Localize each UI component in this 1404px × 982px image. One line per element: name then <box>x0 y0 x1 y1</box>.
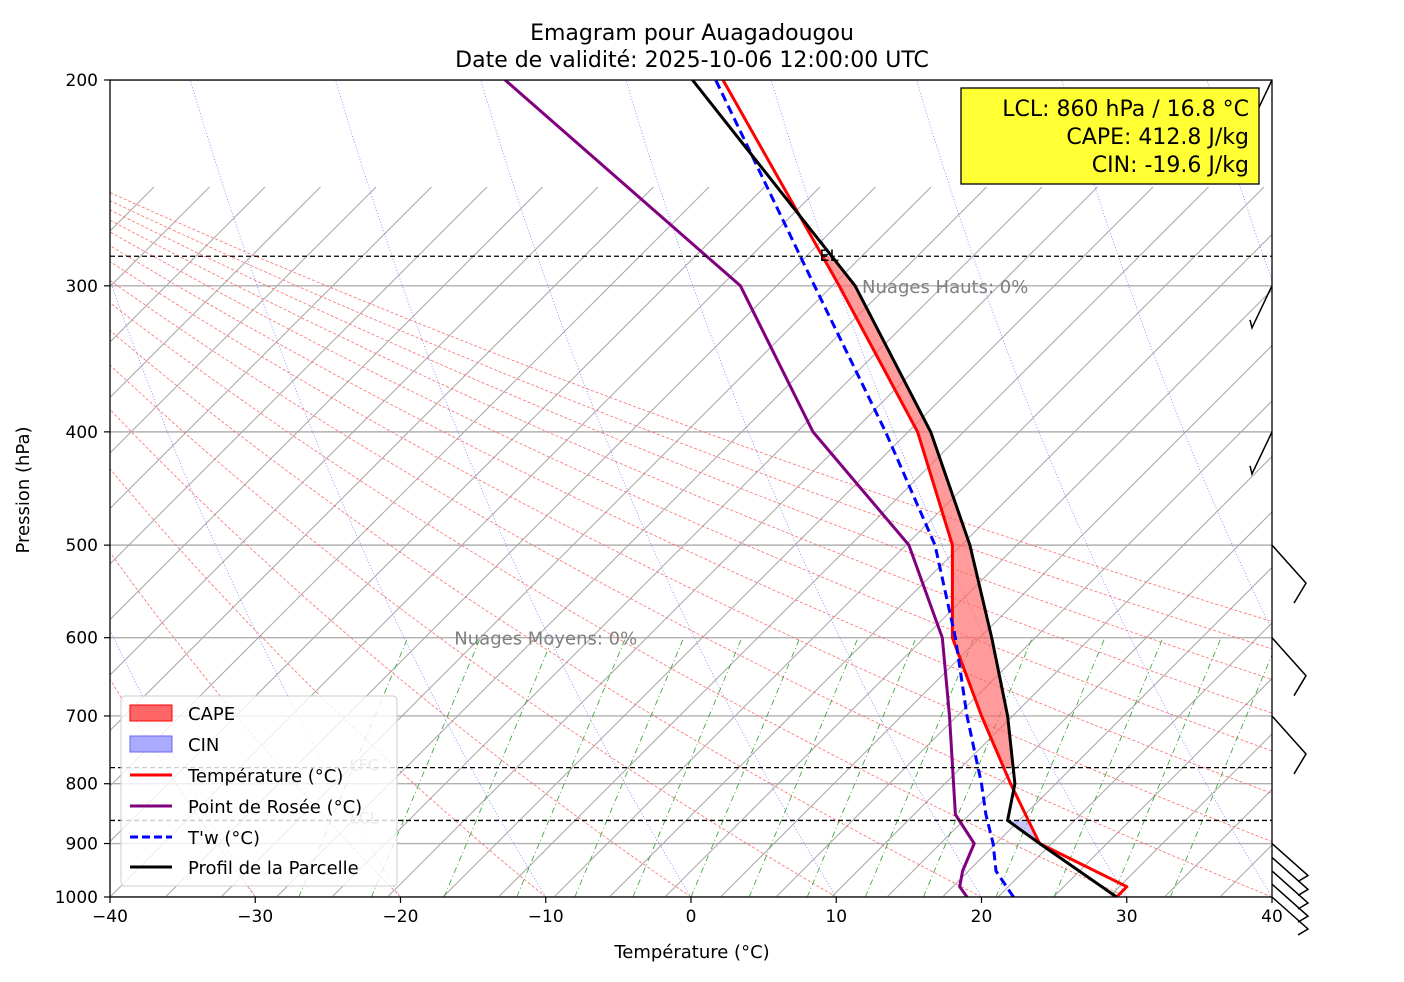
x-tick-label: −10 <box>528 907 564 927</box>
isotherm-line <box>1165 187 1404 897</box>
level-label-el: EL <box>819 246 838 265</box>
wind-barb-staff <box>1250 286 1272 328</box>
y-tick-label: 700 <box>66 707 98 727</box>
wind-barb-staff <box>1272 638 1306 696</box>
isotherm-line <box>1109 187 1404 897</box>
y-tick-label: 200 <box>66 71 98 91</box>
energy-areas <box>822 256 1039 843</box>
x-tick-label: 20 <box>971 907 993 927</box>
series-lines <box>505 80 1127 897</box>
info-cape: CAPE: 412.8 J/kg <box>1066 125 1249 150</box>
wind-barb-staff <box>1272 871 1308 909</box>
wind-barb <box>1272 638 1306 696</box>
y-tick-label: 1000 <box>55 888 98 908</box>
wind-barb-staff <box>1272 716 1306 774</box>
x-tick-label: −20 <box>383 907 419 927</box>
legend-swatch-cape <box>130 705 172 721</box>
x-tick-label: −40 <box>92 907 128 927</box>
chart-title: Emagram pour Auagadougou <box>530 21 854 46</box>
info-cin: CIN: -19.6 J/kg <box>1092 153 1249 178</box>
wind-barb <box>1272 545 1306 603</box>
moist-adiabat <box>1207 80 1404 897</box>
cape-area <box>822 256 1013 767</box>
legend-label-dewpoint: Point de Rosée (°C) <box>188 797 362 818</box>
cloud-annotation: Nuages Hauts: 0% <box>862 277 1028 298</box>
cloud-annotation: Nuages Moyens: 0% <box>454 629 637 650</box>
dewpoint-line <box>505 80 974 897</box>
chart-subtitle: Date de validité: 2025-10-06 12:00:00 UT… <box>455 48 929 73</box>
x-tick-label: 10 <box>825 907 847 927</box>
wind-barb <box>1250 286 1272 328</box>
legend-label-wetbulb: T'w (°C) <box>187 828 260 849</box>
legend-swatch-cin <box>130 736 172 752</box>
x-tick-label: 40 <box>1261 907 1283 927</box>
x-tick-label: 30 <box>1116 907 1138 927</box>
legend: CAPE CIN Température (°C) Point de Rosée… <box>121 696 397 886</box>
isotherm-line <box>1276 187 1404 897</box>
isotherm-line <box>998 187 1404 897</box>
x-tick-label: −30 <box>237 907 273 927</box>
temperature-line <box>723 80 1127 897</box>
y-tick-label: 500 <box>66 536 98 556</box>
wind-barb <box>1272 871 1308 909</box>
y-tick-label: 300 <box>66 277 98 297</box>
moist-adiabat <box>481 80 837 897</box>
y-tick-label: 900 <box>66 835 98 855</box>
legend-label-temperature: Température (°C) <box>187 766 343 787</box>
wind-barb <box>1272 716 1306 774</box>
x-axis-label: Température (°C) <box>613 942 769 963</box>
y-tick-label: 600 <box>66 629 98 649</box>
info-box: LCL: 860 hPa / 16.8 °C CAPE: 412.8 J/kg … <box>961 88 1259 184</box>
x-tick-label: 0 <box>686 907 697 927</box>
isotherm-line <box>1220 187 1404 897</box>
moist-adiabat <box>1062 80 1404 897</box>
parcel-line <box>693 80 1117 897</box>
legend-label-cape: CAPE <box>188 704 235 725</box>
legend-label-parcel: Profil de la Parcelle <box>188 858 359 879</box>
isotherm-line <box>1054 187 1404 897</box>
legend-label-cin: CIN <box>188 735 219 756</box>
isotherm-line <box>1331 187 1404 897</box>
moist-adiabat <box>917 80 1273 897</box>
info-lcl: LCL: 860 hPa / 16.8 °C <box>1002 97 1249 122</box>
isotherm-line <box>721 187 1404 897</box>
y-axis-label: Pression (hPa) <box>13 426 34 553</box>
y-tick-label: 400 <box>66 423 98 443</box>
isotherm-line <box>443 187 1153 897</box>
y-tick-label: 800 <box>66 775 98 795</box>
wind-barb-staff <box>1272 545 1306 603</box>
wind-barbs <box>1250 80 1308 935</box>
